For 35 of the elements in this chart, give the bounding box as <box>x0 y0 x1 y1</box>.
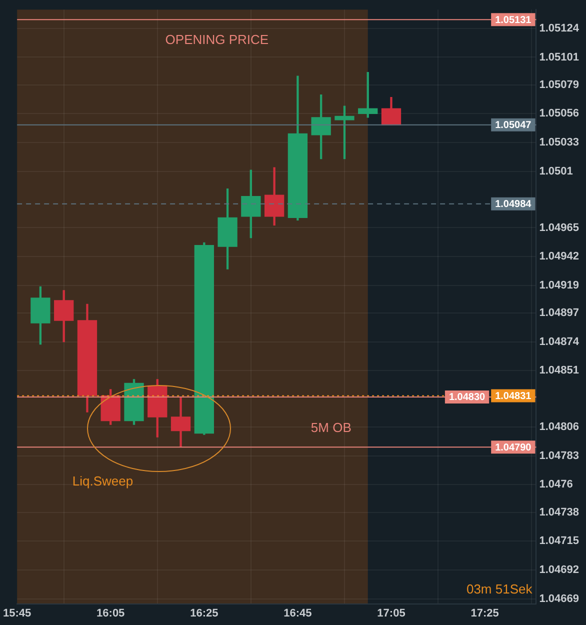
y-tick-label: 1.05124 <box>539 22 580 34</box>
annotation: OPENING PRICE <box>165 32 269 48</box>
x-tick-label: 16:25 <box>190 607 218 620</box>
x-tick-label: 16:45 <box>284 607 312 620</box>
y-tick-label: 1.04715 <box>539 535 580 548</box>
y-tick-label: 1.04806 <box>539 421 580 434</box>
y-tick-label: 1.04783 <box>539 450 580 462</box>
y-tick-label: 1.05079 <box>539 78 580 91</box>
y-tick-label: 1.05056 <box>539 108 580 120</box>
y-tick-label: 1.04919 <box>539 279 580 292</box>
ref-line-label: 1.04831 <box>495 390 532 402</box>
ref-line-label: 1.04984 <box>495 199 532 210</box>
ref-line-label: 1.04790 <box>495 442 532 454</box>
y-tick-label: 1.05101 <box>539 51 580 64</box>
annotation: 5M OB <box>310 420 352 436</box>
y-tick-label: 1.04851 <box>539 364 580 377</box>
y-tick-label: 1.0476 <box>539 478 573 491</box>
x-tick-label: 17:25 <box>470 607 499 620</box>
x-tick-label: 15:45 <box>2 607 32 620</box>
x-tick-label: 16:05 <box>96 607 125 620</box>
y-tick-label: 1.04692 <box>539 564 580 576</box>
y-tick-label: 1.04965 <box>539 222 580 234</box>
y-tick-label: 1.04897 <box>539 307 580 319</box>
ref-line-label: 1.05131 <box>495 14 532 26</box>
annotation: Liq.Sweep <box>72 474 134 489</box>
ref-line-label: 1.05047 <box>495 120 532 132</box>
y-tick-label: 1.0501 <box>539 165 573 178</box>
y-tick-label: 1.04738 <box>539 506 580 518</box>
y-tick-label: 1.04874 <box>539 336 580 348</box>
y-tick-label: 1.05033 <box>539 136 580 149</box>
x-tick-label: 17:05 <box>377 607 406 620</box>
ref-line-label: 1.04830 <box>448 392 486 404</box>
y-tick-label: 1.04669 <box>539 592 580 605</box>
y-tick-label: 1.04942 <box>539 250 580 263</box>
annotation: 03m 51Sek <box>466 581 533 596</box>
